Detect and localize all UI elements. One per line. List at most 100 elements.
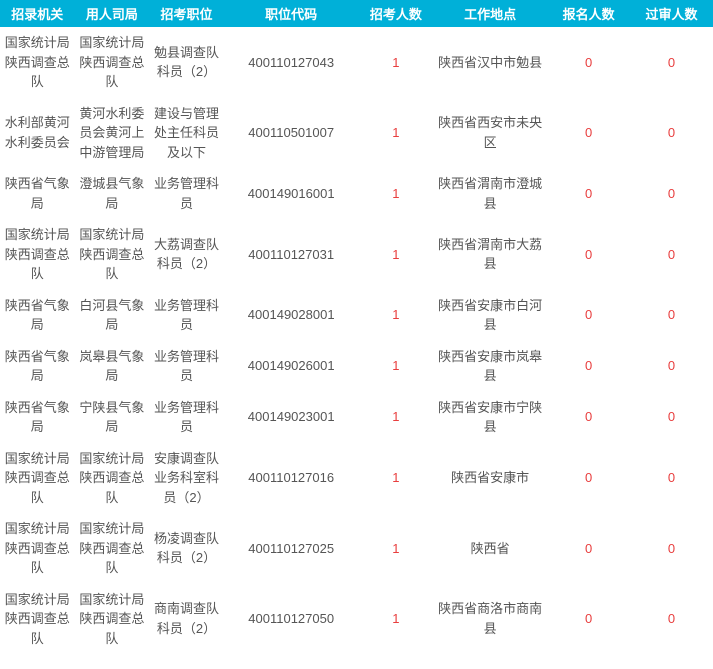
cell-pos: 商南调查队科员（2） [149, 584, 224, 655]
cell-code: 400110127025 [224, 513, 359, 584]
job-table: 招录机关 用人司局 招考职位 职位代码 招考人数 工作地点 报名人数 过审人数 … [0, 0, 713, 654]
cell-cnt: 1 [359, 98, 434, 169]
cell-cnt: 1 [359, 341, 434, 392]
cell-org: 陕西省气象局 [0, 290, 75, 341]
cell-code: 400149026001 [224, 341, 359, 392]
cell-cnt: 1 [359, 290, 434, 341]
cell-org: 国家统计局陕西调查总队 [0, 513, 75, 584]
cell-org: 陕西省气象局 [0, 392, 75, 443]
cell-cnt: 1 [359, 443, 434, 514]
cell-apply: 0 [547, 584, 630, 655]
cell-org: 水利部黄河水利委员会 [0, 98, 75, 169]
cell-org: 国家统计局陕西调查总队 [0, 584, 75, 655]
cell-org: 国家统计局陕西调查总队 [0, 443, 75, 514]
cell-org: 国家统计局陕西调查总队 [0, 219, 75, 290]
cell-code: 400110127031 [224, 219, 359, 290]
cell-dept: 国家统计局陕西调查总队 [75, 443, 150, 514]
cell-dept: 国家统计局陕西调查总队 [75, 584, 150, 655]
col-loc: 工作地点 [433, 0, 547, 27]
cell-loc: 陕西省渭南市大荔县 [433, 219, 547, 290]
cell-cnt: 1 [359, 584, 434, 655]
cell-apply: 0 [547, 219, 630, 290]
table-row: 陕西省气象局岚皋县气象局业务管理科员4001490260011陕西省安康市岚皋县… [0, 341, 713, 392]
cell-code: 400149016001 [224, 168, 359, 219]
cell-pass: 0 [630, 392, 713, 443]
col-cnt: 招考人数 [359, 0, 434, 27]
cell-cnt: 1 [359, 219, 434, 290]
cell-code: 400110127043 [224, 27, 359, 98]
cell-pos: 大荔调查队科员（2） [149, 219, 224, 290]
cell-pass: 0 [630, 341, 713, 392]
cell-pass: 0 [630, 290, 713, 341]
table-row: 国家统计局陕西调查总队国家统计局陕西调查总队商南调查队科员（2）40011012… [0, 584, 713, 655]
cell-org: 陕西省气象局 [0, 168, 75, 219]
table-row: 国家统计局陕西调查总队国家统计局陕西调查总队勉县调查队科员（2）40011012… [0, 27, 713, 98]
cell-apply: 0 [547, 290, 630, 341]
cell-pos: 安康调查队业务科室科员（2） [149, 443, 224, 514]
cell-loc: 陕西省西安市未央区 [433, 98, 547, 169]
table-row: 陕西省气象局澄城县气象局业务管理科员4001490160011陕西省渭南市澄城县… [0, 168, 713, 219]
cell-dept: 国家统计局陕西调查总队 [75, 513, 150, 584]
cell-code: 400110127016 [224, 443, 359, 514]
cell-pass: 0 [630, 219, 713, 290]
cell-pos: 业务管理科员 [149, 341, 224, 392]
cell-apply: 0 [547, 443, 630, 514]
cell-pos: 杨凌调查队科员（2） [149, 513, 224, 584]
table-row: 国家统计局陕西调查总队国家统计局陕西调查总队安康调查队业务科室科员（2）4001… [0, 443, 713, 514]
cell-dept: 澄城县气象局 [75, 168, 150, 219]
cell-apply: 0 [547, 98, 630, 169]
col-dept: 用人司局 [75, 0, 150, 27]
cell-loc: 陕西省安康市宁陕县 [433, 392, 547, 443]
cell-loc: 陕西省渭南市澄城县 [433, 168, 547, 219]
cell-dept: 国家统计局陕西调查总队 [75, 27, 150, 98]
cell-loc: 陕西省安康市岚皋县 [433, 341, 547, 392]
cell-org: 陕西省气象局 [0, 341, 75, 392]
cell-code: 400149023001 [224, 392, 359, 443]
col-apply: 报名人数 [547, 0, 630, 27]
cell-apply: 0 [547, 168, 630, 219]
table-row: 陕西省气象局白河县气象局业务管理科员4001490280011陕西省安康市白河县… [0, 290, 713, 341]
cell-dept: 白河县气象局 [75, 290, 150, 341]
cell-pos: 业务管理科员 [149, 290, 224, 341]
cell-dept: 黄河水利委员会黄河上中游管理局 [75, 98, 150, 169]
cell-pass: 0 [630, 443, 713, 514]
cell-pass: 0 [630, 98, 713, 169]
cell-cnt: 1 [359, 168, 434, 219]
cell-apply: 0 [547, 27, 630, 98]
col-pos: 招考职位 [149, 0, 224, 27]
cell-loc: 陕西省安康市 [433, 443, 547, 514]
cell-org: 国家统计局陕西调查总队 [0, 27, 75, 98]
cell-pos: 业务管理科员 [149, 168, 224, 219]
cell-dept: 宁陕县气象局 [75, 392, 150, 443]
cell-apply: 0 [547, 341, 630, 392]
cell-pass: 0 [630, 584, 713, 655]
cell-pass: 0 [630, 513, 713, 584]
cell-loc: 陕西省 [433, 513, 547, 584]
cell-loc: 陕西省商洛市商南县 [433, 584, 547, 655]
cell-pos: 业务管理科员 [149, 392, 224, 443]
cell-code: 400149028001 [224, 290, 359, 341]
cell-pass: 0 [630, 27, 713, 98]
table-row: 国家统计局陕西调查总队国家统计局陕西调查总队杨凌调查队科员（2）40011012… [0, 513, 713, 584]
col-org: 招录机关 [0, 0, 75, 27]
cell-dept: 国家统计局陕西调查总队 [75, 219, 150, 290]
cell-cnt: 1 [359, 27, 434, 98]
cell-pos: 建设与管理处主任科员及以下 [149, 98, 224, 169]
col-pass: 过审人数 [630, 0, 713, 27]
cell-pos: 勉县调查队科员（2） [149, 27, 224, 98]
col-code: 职位代码 [224, 0, 359, 27]
table-row: 国家统计局陕西调查总队国家统计局陕西调查总队大荔调查队科员（2）40011012… [0, 219, 713, 290]
table-row: 陕西省气象局宁陕县气象局业务管理科员4001490230011陕西省安康市宁陕县… [0, 392, 713, 443]
table-row: 水利部黄河水利委员会黄河水利委员会黄河上中游管理局建设与管理处主任科员及以下40… [0, 98, 713, 169]
cell-code: 400110127050 [224, 584, 359, 655]
cell-cnt: 1 [359, 392, 434, 443]
cell-cnt: 1 [359, 513, 434, 584]
cell-pass: 0 [630, 168, 713, 219]
cell-apply: 0 [547, 513, 630, 584]
cell-loc: 陕西省安康市白河县 [433, 290, 547, 341]
cell-apply: 0 [547, 392, 630, 443]
cell-code: 400110501007 [224, 98, 359, 169]
header-row: 招录机关 用人司局 招考职位 职位代码 招考人数 工作地点 报名人数 过审人数 [0, 0, 713, 27]
cell-dept: 岚皋县气象局 [75, 341, 150, 392]
cell-loc: 陕西省汉中市勉县 [433, 27, 547, 98]
